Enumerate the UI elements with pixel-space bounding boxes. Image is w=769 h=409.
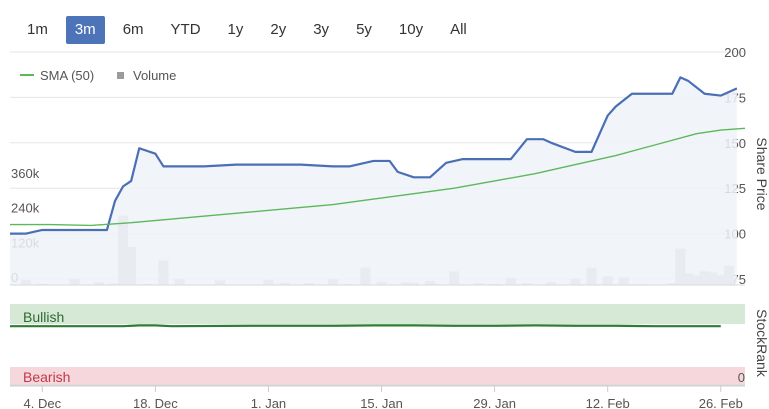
bullish-band bbox=[10, 304, 745, 324]
stockrank-line bbox=[10, 324, 721, 328]
bearish-band bbox=[10, 367, 745, 385]
x-tick-label: 1. Jan bbox=[251, 396, 286, 409]
x-tick-label: 4. Dec bbox=[24, 396, 62, 409]
range-button-1m[interactable]: 1m bbox=[18, 16, 57, 44]
range-button-3y[interactable]: 3y bbox=[304, 16, 338, 44]
volume-tick-label: 240k bbox=[11, 201, 40, 216]
volume-legend-swatch bbox=[117, 72, 124, 79]
price-line bbox=[10, 76, 738, 235]
price-panel: 751001251501752000120k240k360kShare Pric… bbox=[10, 45, 769, 287]
price-area bbox=[10, 77, 737, 285]
price-tick-label: 200 bbox=[724, 45, 746, 60]
x-tick-label: 15. Jan bbox=[360, 396, 403, 409]
range-button-1y[interactable]: 1y bbox=[219, 16, 253, 44]
stockrank-axis-title: StockRank bbox=[754, 309, 769, 378]
sma-legend-label: SMA (50) bbox=[40, 68, 94, 83]
range-button-2y[interactable]: 2y bbox=[261, 16, 295, 44]
sma-line bbox=[10, 127, 746, 227]
range-button-6m[interactable]: 6m bbox=[114, 16, 153, 44]
range-button-ytd[interactable]: YTD bbox=[162, 16, 210, 44]
price-axis-title: Share Price bbox=[754, 137, 769, 210]
range-selector: 1m 3m 6m YTD 1y 2y 3y 5y 10y All bbox=[18, 16, 485, 44]
stockrank-tick-label: 0 bbox=[738, 370, 745, 385]
range-button-5y[interactable]: 5y bbox=[347, 16, 381, 44]
x-tick-label: 18. Dec bbox=[133, 396, 178, 409]
range-button-10y[interactable]: 10y bbox=[390, 16, 432, 44]
x-tick-label: 29. Jan bbox=[473, 396, 516, 409]
range-button-all[interactable]: All bbox=[441, 16, 476, 44]
range-button-3m[interactable]: 3m bbox=[65, 16, 105, 44]
volume-tick-label: 360k bbox=[11, 166, 40, 181]
stockrank-panel: Bullish Bearish 0 StockRank bbox=[10, 304, 769, 386]
x-axis: 4. Dec 18. Dec 1. Jan 15. Jan 29. Jan 12. Feb… bbox=[10, 385, 745, 409]
bearish-label: Bearish bbox=[23, 369, 70, 385]
volume-legend-label: Volume bbox=[133, 68, 176, 83]
chart-legend: SMA (50) Volume bbox=[20, 68, 176, 83]
x-tick-label: 26. Feb bbox=[699, 396, 743, 409]
x-tick-label: 12. Feb bbox=[586, 396, 630, 409]
bullish-label: Bullish bbox=[23, 309, 64, 325]
